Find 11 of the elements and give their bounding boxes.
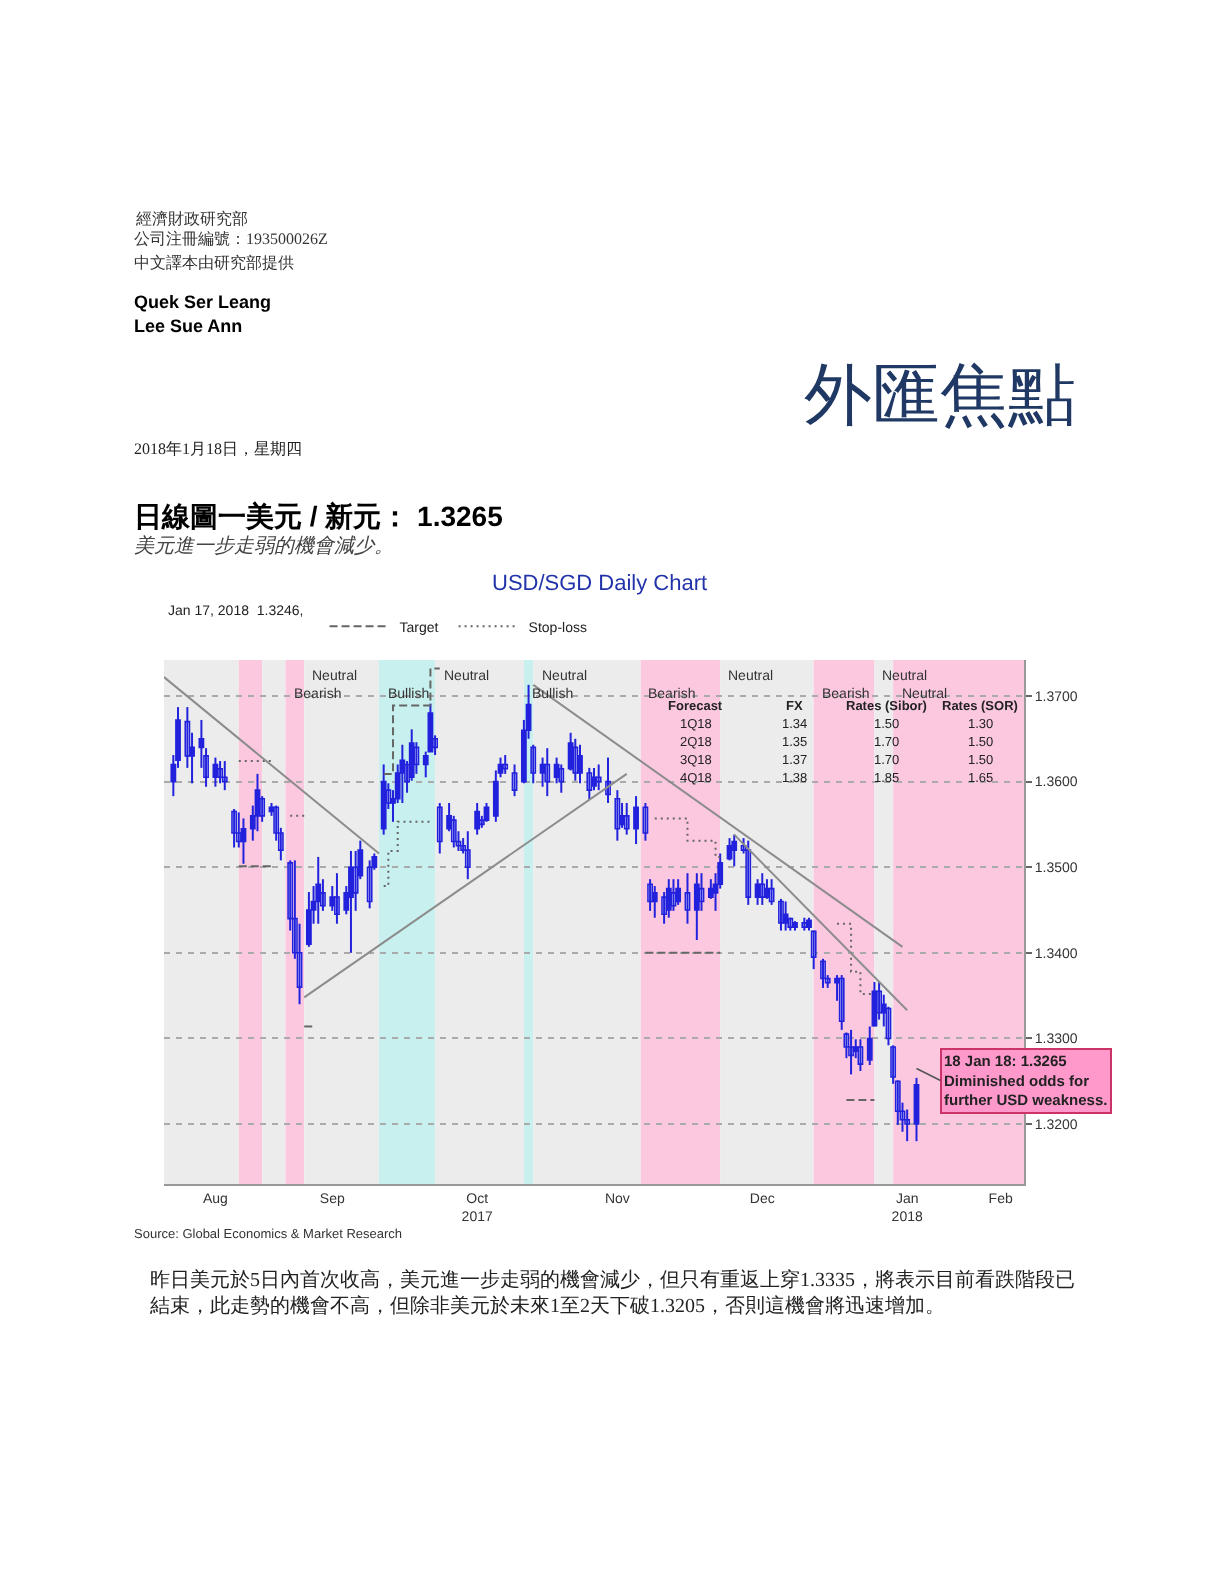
text: 2018年1月18日，星期四 — [134, 440, 302, 458]
text: Lee Sue Ann — [134, 316, 243, 336]
text: 昨日美元於5日內首次收高，美元進一步走弱的機會減少，但只有重返上穿1.3335，將表示目前看跌階段已結束，此走勢的機會不高，但除非美元於未來1至2天下破1.3205，否則這機會將迅速增加。 — [148, 1268, 1075, 1318]
text: 公司注冊編號：193500026Z — [134, 230, 328, 248]
text: Quek Ser Leang — [134, 292, 272, 312]
text: 中文譯本由研究部提供 — [134, 254, 294, 272]
text: USD/SGD Daily Chart — [492, 572, 708, 596]
text: 外匯焦點 — [804, 360, 1076, 434]
text: 經濟財政研究部 — [134, 210, 248, 228]
chart-subtitle: 美元進一步走弱的機會減少。 — [134, 534, 394, 558]
chart-title: 日線圖一美元 / 新元： 1.3265 — [134, 500, 504, 532]
